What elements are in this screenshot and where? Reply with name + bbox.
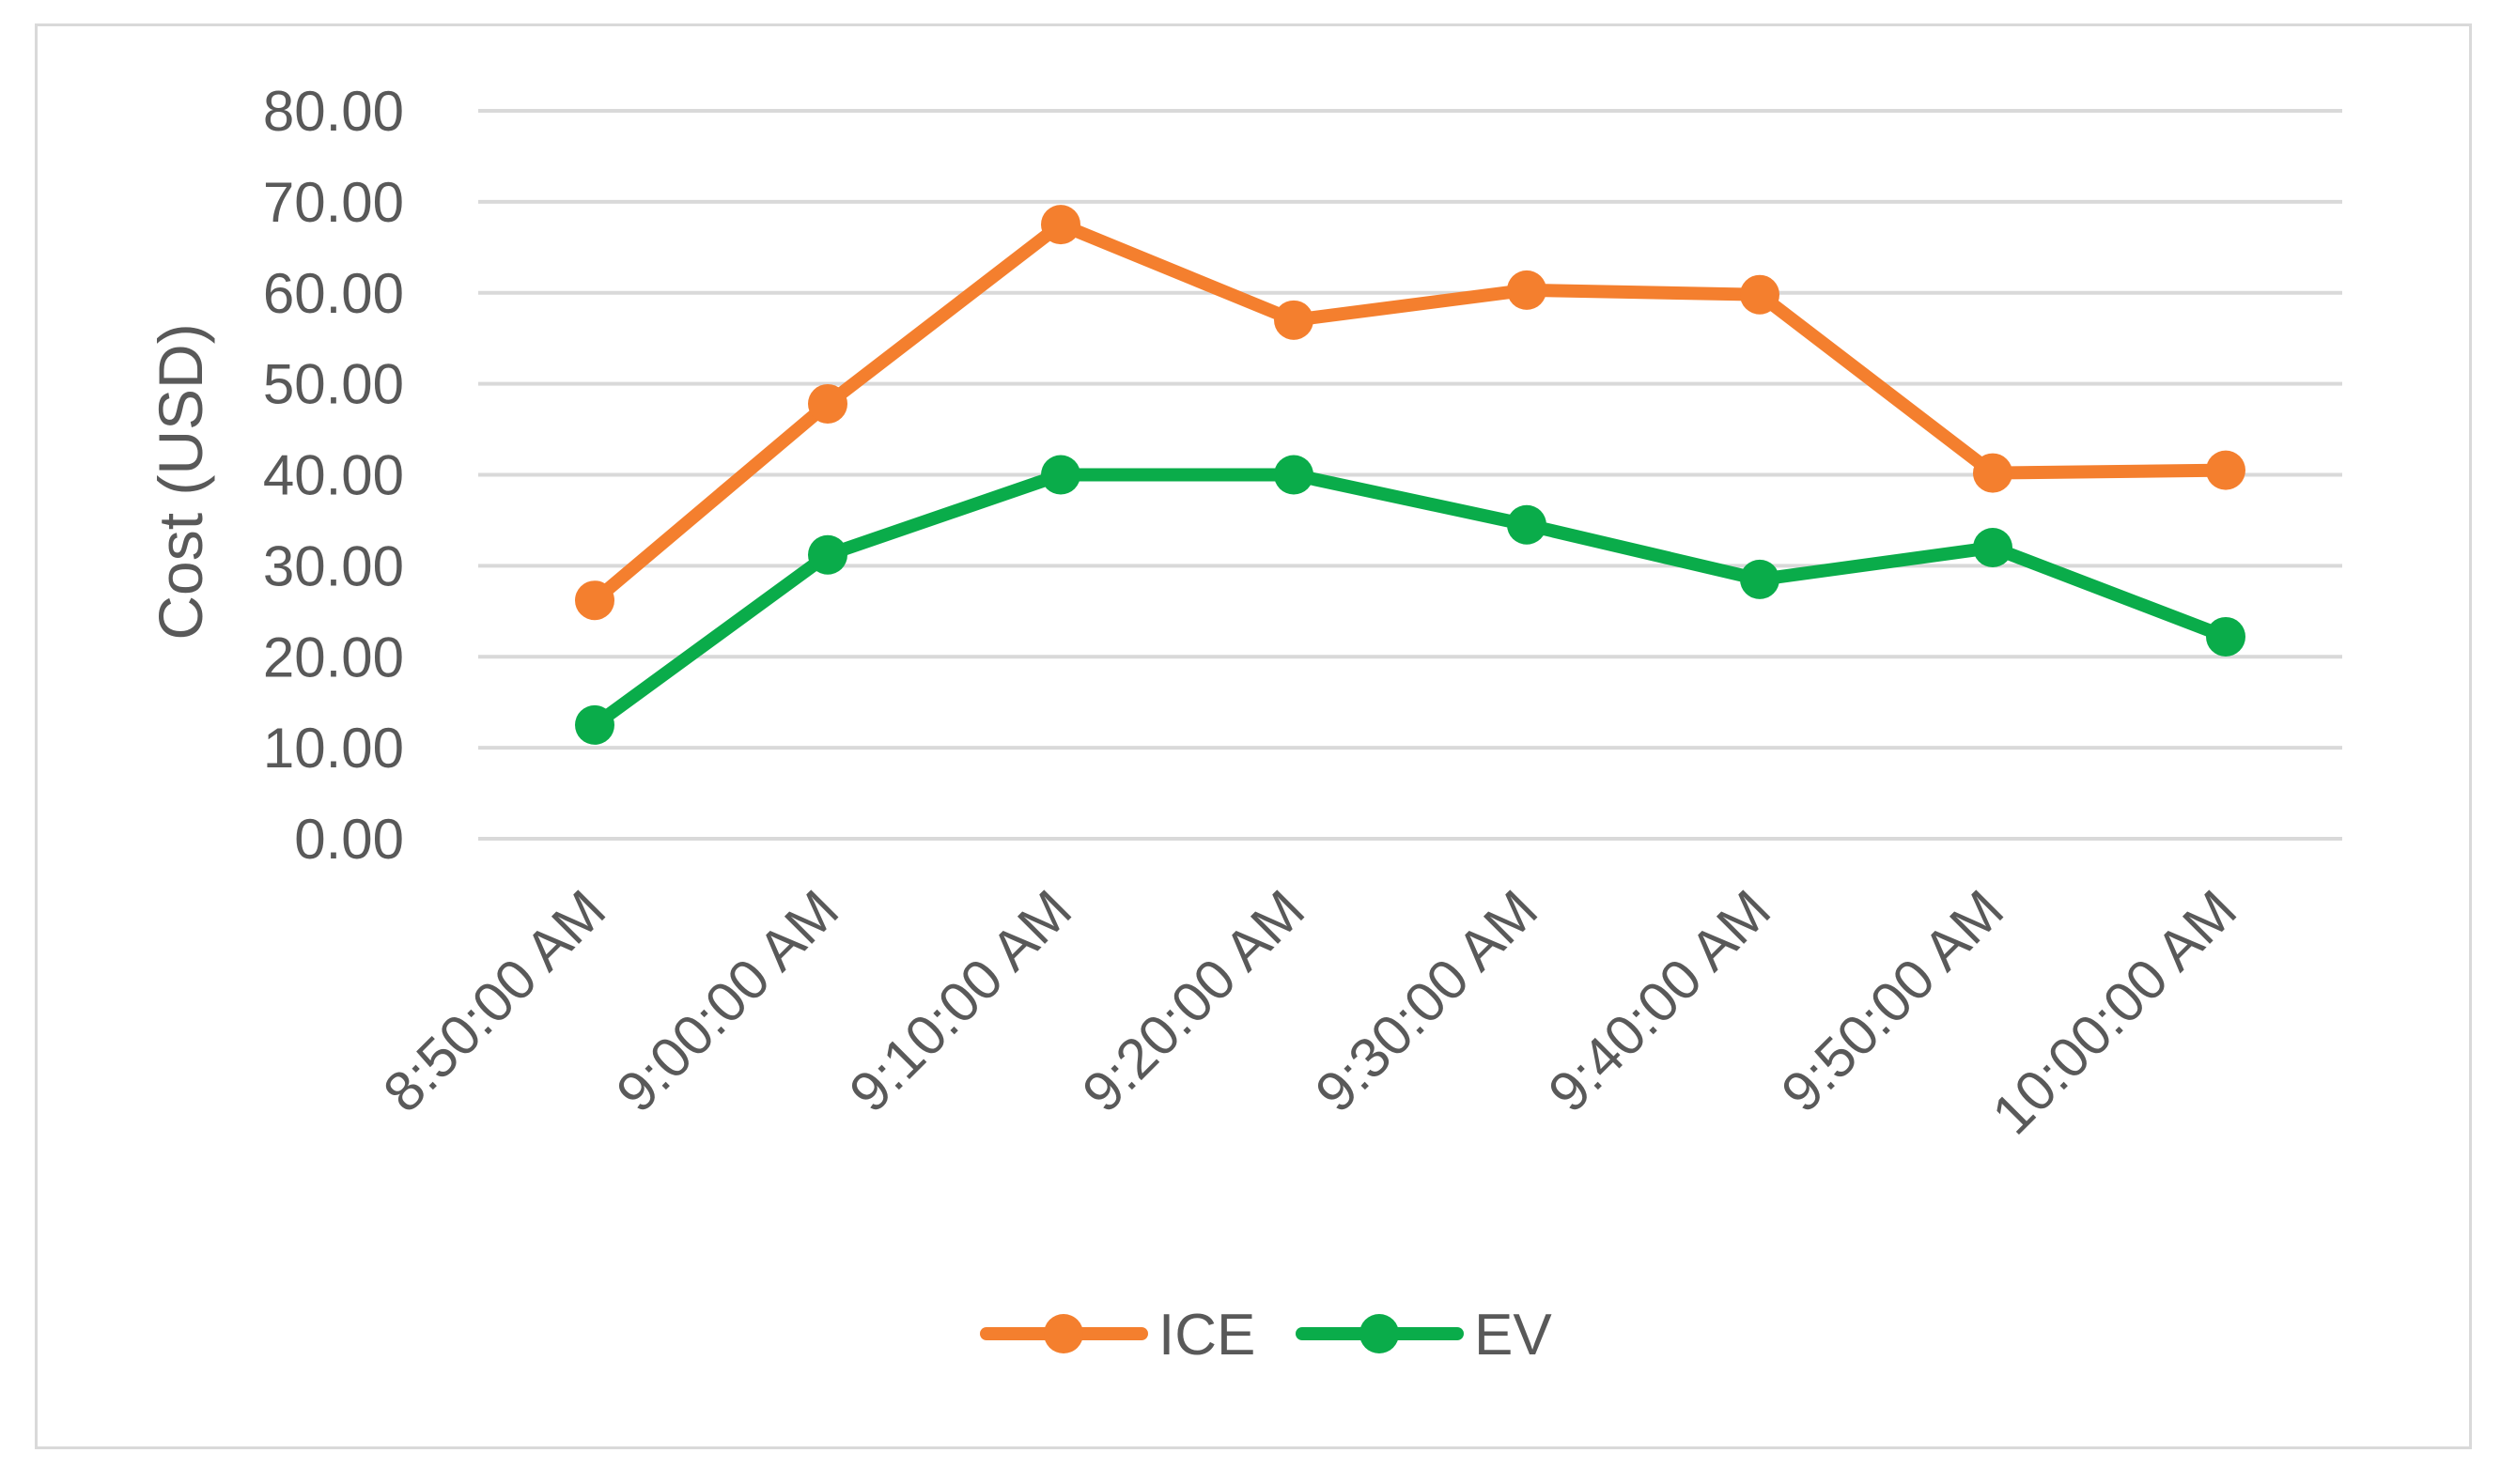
- y-tick-label: 80.00: [263, 80, 404, 143]
- x-tick-label: 9:40:00 AM: [1536, 878, 1782, 1124]
- data-point-ice: [1507, 270, 1546, 310]
- gridlines: [478, 109, 2342, 841]
- data-point-ev: [2206, 616, 2245, 657]
- legend-label: EV: [1474, 1303, 1552, 1368]
- x-axis-tick-labels: 8:50:00 AM9:00:00 AM9:10:00 AM9:20:00 AM…: [371, 878, 2248, 1147]
- x-tick-label: 10:00:00 AM: [1981, 878, 2249, 1147]
- x-tick-label: 8:50:00 AM: [371, 878, 617, 1124]
- series-ice: [575, 205, 2245, 621]
- legend-item-ev: EV: [1296, 1303, 1552, 1368]
- data-point-ice: [1740, 274, 1779, 315]
- data-point-ev: [575, 704, 614, 745]
- data-point-ice: [1973, 453, 2012, 493]
- data-point-ev: [808, 534, 847, 575]
- x-tick-label: 9:20:00 AM: [1070, 878, 1316, 1124]
- y-tick-label: 60.00: [263, 262, 404, 325]
- data-point-ev: [1274, 455, 1313, 495]
- data-point-ice: [808, 383, 847, 424]
- legend-swatch-marker: [1044, 1314, 1083, 1353]
- x-tick-label: 9:50:00 AM: [1769, 878, 2015, 1124]
- y-tick-label: 0.00: [294, 808, 404, 871]
- legend: ICE EV: [980, 1303, 1552, 1368]
- line-chart: 0.00 10.00 20.00 30.00 40.00 50.00 60.00 70.00 8…: [146, 80, 2342, 1368]
- series-line-ev: [588, 468, 2232, 732]
- data-point-ev: [1507, 504, 1546, 545]
- y-tick-label: 50.00: [263, 353, 404, 416]
- y-tick-label: 20.00: [263, 626, 404, 688]
- series-lines: [575, 205, 2245, 745]
- data-point-ev: [1973, 528, 2012, 567]
- x-tick-label: 9:10:00 AM: [837, 878, 1083, 1124]
- legend-swatch-marker: [1359, 1314, 1399, 1353]
- y-axis-title: Cost (USD): [146, 323, 215, 640]
- x-tick-label: 9:30:00 AM: [1303, 878, 1549, 1124]
- y-tick-label: 30.00: [263, 534, 404, 597]
- series-line-ice: [588, 218, 2232, 608]
- data-point-ice: [1274, 300, 1313, 340]
- data-point-ev: [1740, 559, 1779, 599]
- y-axis-tick-labels: 0.00 10.00 20.00 30.00 40.00 50.00 60.00 70.00 8…: [263, 80, 404, 871]
- chart-frame: 0.00 10.00 20.00 30.00 40.00 50.00 60.00 70.00 8…: [35, 23, 2472, 1449]
- data-point-ice: [2206, 450, 2245, 490]
- data-point-ice: [1041, 205, 1080, 245]
- legend-label: ICE: [1158, 1303, 1255, 1368]
- y-tick-label: 70.00: [263, 171, 404, 234]
- legend-item-ice: ICE: [980, 1303, 1255, 1368]
- data-point-ev: [1041, 455, 1080, 495]
- series-ev: [575, 455, 2245, 745]
- x-tick-label: 9:00:00 AM: [604, 878, 850, 1124]
- data-point-ice: [575, 580, 614, 621]
- y-tick-label: 40.00: [263, 444, 404, 507]
- y-tick-label: 10.00: [263, 717, 404, 780]
